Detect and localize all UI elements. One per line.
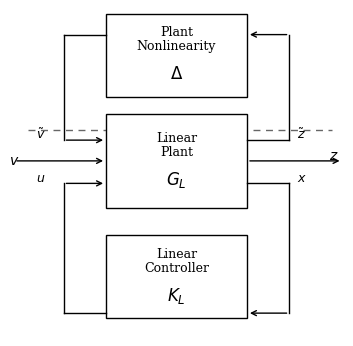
Text: $K_L$: $K_L$ xyxy=(167,286,186,306)
Text: $u$: $u$ xyxy=(36,172,45,185)
Text: $\Delta$: $\Delta$ xyxy=(170,66,183,83)
Text: Plant: Plant xyxy=(160,26,193,39)
Text: $G_L$: $G_L$ xyxy=(166,170,187,190)
Text: $x$: $x$ xyxy=(297,172,307,185)
Bar xyxy=(106,235,247,318)
Text: $z$: $z$ xyxy=(329,149,339,163)
Bar xyxy=(106,14,247,97)
Text: Linear: Linear xyxy=(156,132,197,145)
Text: Plant: Plant xyxy=(160,146,193,159)
Text: Controller: Controller xyxy=(144,262,209,275)
Bar xyxy=(106,114,247,208)
Text: $\tilde{v}$: $\tilde{v}$ xyxy=(36,128,46,142)
Text: Linear: Linear xyxy=(156,248,197,261)
Text: $\tilde{z}$: $\tilde{z}$ xyxy=(298,128,306,142)
Text: Nonlinearity: Nonlinearity xyxy=(137,40,216,53)
Text: $v$: $v$ xyxy=(9,154,19,168)
